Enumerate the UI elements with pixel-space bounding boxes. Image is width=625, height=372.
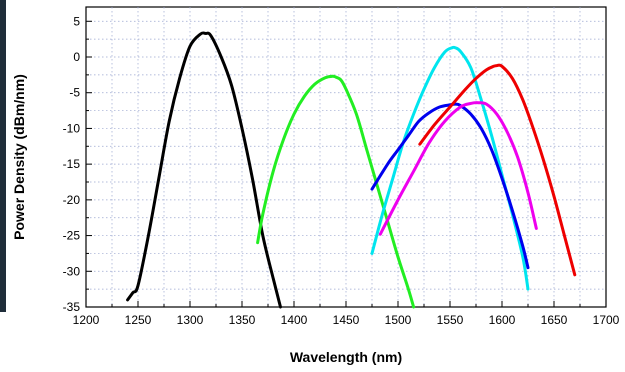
y-tick-label: -5 (69, 86, 80, 100)
x-tick-label: 1450 (333, 313, 360, 327)
x-tick-label: 1250 (125, 313, 152, 327)
y-tick-label: 0 (73, 50, 80, 64)
axis-ticks (85, 20, 607, 308)
y-axis-label: Power Density (dBm/nm) (11, 74, 27, 240)
x-tick-label: 1700 (593, 313, 620, 327)
y-tick-label: -35 (63, 300, 81, 314)
x-axis-label: Wavelength (nm) (290, 349, 402, 365)
x-tick-labels: 1200 1250 1300 1350 1400 1450 1500 1550 1600 1650… (73, 313, 620, 327)
series-line-4 (370, 102, 530, 270)
x-tick-label: 1350 (229, 313, 256, 327)
x-tick-label: 1600 (489, 313, 516, 327)
left-edge-strip (0, 0, 6, 312)
x-tick-label: 1500 (385, 313, 412, 327)
data-series (126, 31, 577, 309)
x-tick-label: 1300 (177, 313, 204, 327)
series-line-6 (418, 63, 577, 277)
x-tick-label: 1650 (541, 313, 568, 327)
y-tick-label: 5 (73, 14, 80, 28)
series-line-1 (126, 31, 282, 309)
y-tick-labels: 5 0 -5 -10 -15 -20 -25 -30 -35 (63, 14, 81, 314)
y-tick-label: -30 (63, 264, 81, 278)
x-tick-label: 1550 (437, 313, 464, 327)
x-tick-label: 1200 (73, 313, 100, 327)
y-tick-label: -20 (63, 193, 81, 207)
series-line-5 (378, 101, 538, 236)
y-tick-label: -25 (63, 229, 81, 243)
x-tick-label: 1400 (281, 313, 308, 327)
y-tick-label: -15 (63, 157, 81, 171)
y-tick-label: -10 (63, 121, 81, 135)
